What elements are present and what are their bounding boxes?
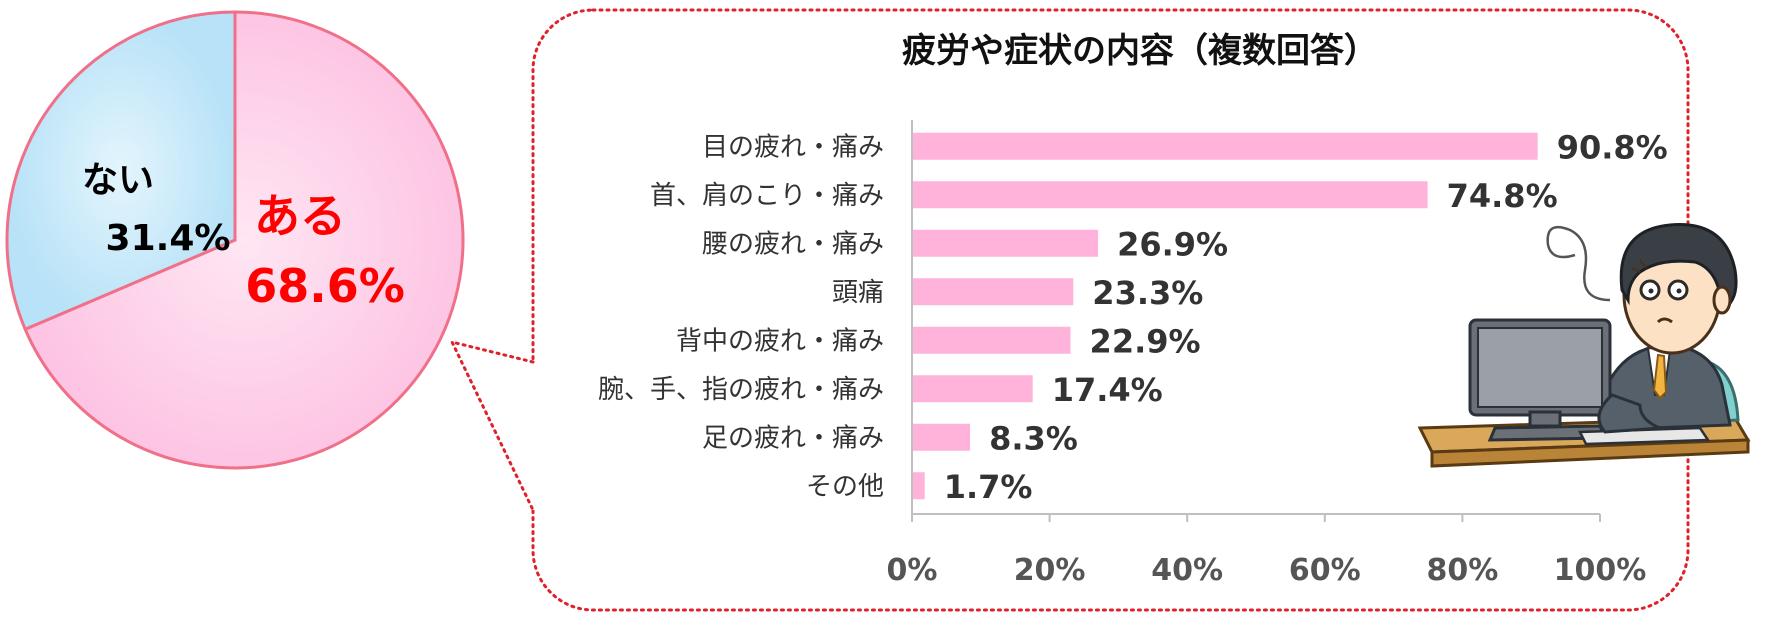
bar-value-label: 23.3% [1092,274,1203,312]
bar-category-label: 背中の疲れ・痛み [676,326,884,356]
callout-pointer [449,339,535,512]
bar-chart: 目の疲れ・痛み 90.8% 首、肩のこり・痛み 74.8% 腰の疲れ・痛み 26.9% 頭痛… [598,120,1668,588]
x-tick-label: 0% [887,553,938,588]
bar-category-label: 目の疲れ・痛み [702,132,884,162]
bar [913,181,1428,209]
pie-label-yes: ある [254,189,346,243]
bar-value-label: 1.7% [944,468,1033,506]
pie-label-no: ない [82,160,154,201]
bar [913,132,1538,160]
bar-category-label: 腕、手、指の疲れ・痛み [598,375,884,405]
pie-value-no: 31.4% [106,218,231,259]
pie-slice-no [5,10,237,332]
pie-chart: ある 68.6% ない 31.4% [5,10,465,470]
bar [913,326,1071,354]
pie-value-yes: 68.6% [245,259,405,313]
bar [913,278,1074,306]
bar-category-label: その他 [806,472,884,502]
bar-value-label: 8.3% [989,419,1078,457]
bar-category-label: 足の疲れ・痛み [702,423,884,453]
bar [913,375,1033,403]
pie-slice-yes [23,10,465,470]
tired-office-worker-illustration [1417,223,1751,468]
x-tick-label: 60% [1289,553,1361,588]
bar [913,472,925,500]
x-tick-label: 100% [1554,553,1647,588]
bar [913,229,1099,257]
bar-category-label: 頭痛 [832,278,884,308]
bar-category-label: 首、肩のこり・痛み [650,181,884,211]
x-tick-label: 20% [1014,553,1086,588]
bar-category-label: 腰の疲れ・痛み [702,229,884,259]
x-tick-label: 40% [1151,553,1223,588]
callout-box [531,8,1690,612]
x-tick-label: 80% [1426,553,1498,588]
bar-value-label: 90.8% [1557,128,1668,166]
bar-value-label: 26.9% [1117,225,1228,263]
bar-value-label: 22.9% [1090,322,1201,360]
bar [913,423,971,451]
bar-chart-title: 疲労や症状の内容（複数回答） [902,31,1378,71]
bar-value-label: 17.4% [1052,371,1163,409]
bar-value-label: 74.8% [1447,177,1558,215]
